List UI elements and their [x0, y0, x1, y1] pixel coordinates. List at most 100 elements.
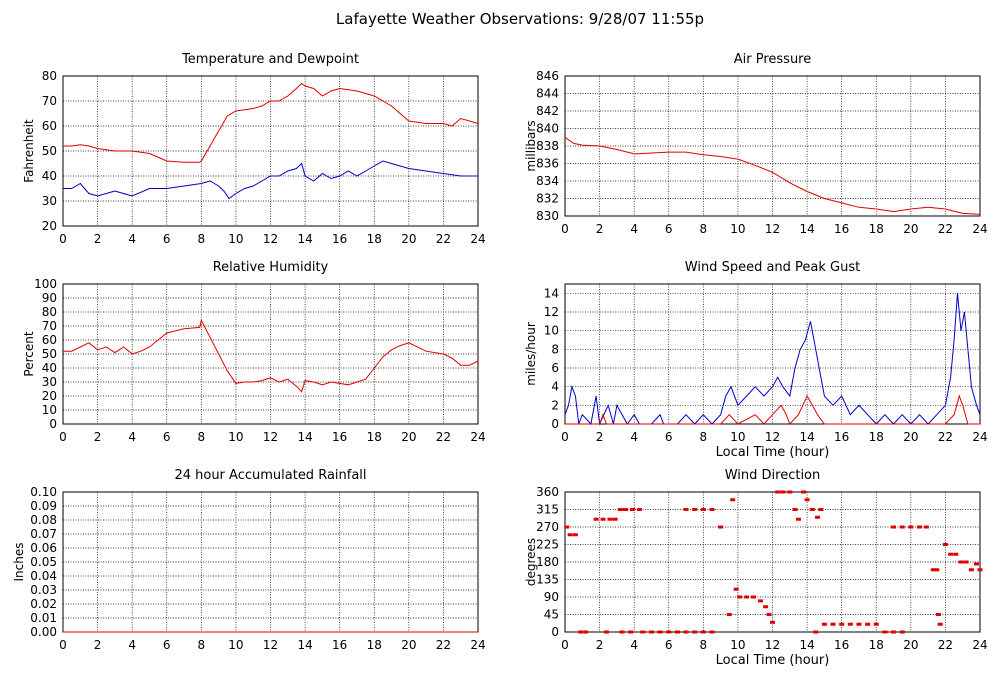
- wind-x-tick-label: 22: [938, 430, 953, 444]
- direction-point: [891, 630, 897, 634]
- direction-point: [737, 595, 743, 599]
- direction-y-tick-label: 180: [536, 555, 559, 569]
- humidity-x-tick-label: 22: [436, 430, 451, 444]
- wind-x-tick-label: 6: [665, 430, 673, 444]
- humidity-y-tick-label: 90: [42, 291, 57, 305]
- pressure-y-tick-label: 834: [536, 174, 559, 188]
- direction-x-tick-label: 14: [799, 638, 814, 652]
- direction-point: [607, 517, 613, 521]
- rain-x-tick-label: 6: [163, 638, 171, 652]
- temp-x-tick-label: 12: [263, 232, 278, 246]
- direction-point: [730, 498, 736, 502]
- direction-x-tick-label: 4: [630, 638, 638, 652]
- humidity-x-tick-label: 16: [332, 430, 347, 444]
- humidity-x-tick-label: 18: [367, 430, 382, 444]
- pressure-series-pressure: [564, 136, 981, 215]
- direction-point: [700, 508, 706, 511]
- humidity-y-tick-label: 100: [34, 277, 57, 291]
- temp-y-tick-label: 40: [42, 169, 57, 183]
- rain-y-tick-label: 0.09: [30, 499, 57, 513]
- wind-x-tick-label: 12: [765, 430, 780, 444]
- direction-point: [683, 508, 689, 511]
- temp-y-tick-label: 30: [42, 194, 57, 208]
- temp-x-tick-label: 8: [198, 232, 206, 246]
- direction-point: [958, 560, 964, 564]
- wind-x-tick-label: 8: [700, 430, 708, 444]
- rain-x-tick-label: 8: [198, 638, 206, 652]
- wind-y-tick-label: 6: [551, 361, 559, 375]
- direction-point: [953, 552, 959, 556]
- pressure-x-tick-label: 0: [561, 222, 569, 236]
- pressure-x-tick-label: 18: [869, 222, 884, 236]
- direction-point: [567, 533, 573, 537]
- wind-y-axis-label: miles/hour: [524, 322, 538, 386]
- direction-point: [733, 587, 739, 591]
- rain-y-tick-label: 0.08: [30, 513, 57, 527]
- humidity-plot-frame: [62, 283, 479, 425]
- direction-y-tick-label: 0: [551, 625, 559, 639]
- wind-series-wind-speed: [565, 394, 980, 425]
- pressure-x-tick-label: 14: [799, 222, 814, 236]
- direction-y-tick-label: 360: [536, 485, 559, 499]
- direction-point: [963, 560, 969, 564]
- direction-y-axis-label: degrees: [524, 538, 538, 586]
- temp-x-tick-label: 18: [367, 232, 382, 246]
- direction-point: [718, 525, 724, 529]
- direction-point: [578, 630, 584, 634]
- wind-y-tick-label: 4: [551, 380, 559, 394]
- wind-x-tick-label: 16: [834, 430, 849, 444]
- temp-series-temperature: [63, 82, 479, 163]
- direction-x-tick-label: 8: [700, 638, 708, 652]
- temp-x-tick-label: 22: [436, 232, 451, 246]
- pressure-x-tick-label: 20: [903, 222, 918, 236]
- direction-x-tick-label: 6: [665, 638, 673, 652]
- direction-point: [899, 630, 905, 634]
- direction-point: [882, 630, 888, 634]
- wind-y-tick-label: 0: [551, 417, 559, 431]
- direction-point: [709, 508, 715, 511]
- page-title: Lafayette Weather Observations: 9/28/07 …: [336, 10, 704, 28]
- temp-y-tick-label: 50: [42, 144, 57, 158]
- wind-y-tick-label: 2: [551, 398, 559, 412]
- pressure-x-tick-label: 24: [972, 222, 987, 236]
- direction-point: [948, 552, 954, 556]
- pressure-x-tick-label: 12: [765, 222, 780, 236]
- pressure-x-tick-label: 4: [630, 222, 638, 236]
- direction-y-tick-label: 315: [536, 503, 559, 517]
- direction-point: [814, 515, 820, 519]
- temp-x-tick-label: 0: [59, 232, 67, 246]
- wind-x-tick-label: 14: [799, 430, 814, 444]
- direction-point: [628, 630, 634, 634]
- direction-point: [623, 508, 629, 511]
- pressure-x-tick-label: 6: [665, 222, 673, 236]
- humidity-x-tick-label: 14: [297, 430, 312, 444]
- rain-x-tick-label: 4: [128, 638, 136, 652]
- rain-x-tick-label: 12: [263, 638, 278, 652]
- direction-point: [801, 490, 807, 494]
- pressure-y-tick-label: 830: [536, 209, 559, 223]
- temp-y-tick-label: 20: [42, 219, 57, 233]
- humidity-x-tick-label: 24: [470, 430, 485, 444]
- wind-x-tick-label: 4: [630, 430, 638, 444]
- rain-y-tick-label: 0.10: [30, 485, 57, 499]
- humidity-y-tick-label: 80: [42, 305, 57, 319]
- direction-point: [891, 525, 897, 529]
- temp-plot-frame: [62, 75, 479, 227]
- temp-y-tick-label: 80: [42, 69, 57, 83]
- humidity-y-tick-label: 0: [49, 417, 57, 431]
- wind-title: Wind Speed and Peak Gust: [685, 260, 860, 275]
- wind-x-tick-label: 2: [596, 430, 604, 444]
- rain-y-tick-label: 0.07: [30, 527, 57, 541]
- pressure-x-tick-label: 10: [730, 222, 745, 236]
- direction-point: [787, 490, 793, 494]
- direction-point: [726, 613, 732, 616]
- temp-x-tick-label: 10: [228, 232, 243, 246]
- rain-x-tick-label: 16: [332, 638, 347, 652]
- rain-x-tick-label: 20: [401, 638, 416, 652]
- direction-point: [674, 630, 680, 634]
- wind-y-tick-label: 12: [544, 305, 559, 319]
